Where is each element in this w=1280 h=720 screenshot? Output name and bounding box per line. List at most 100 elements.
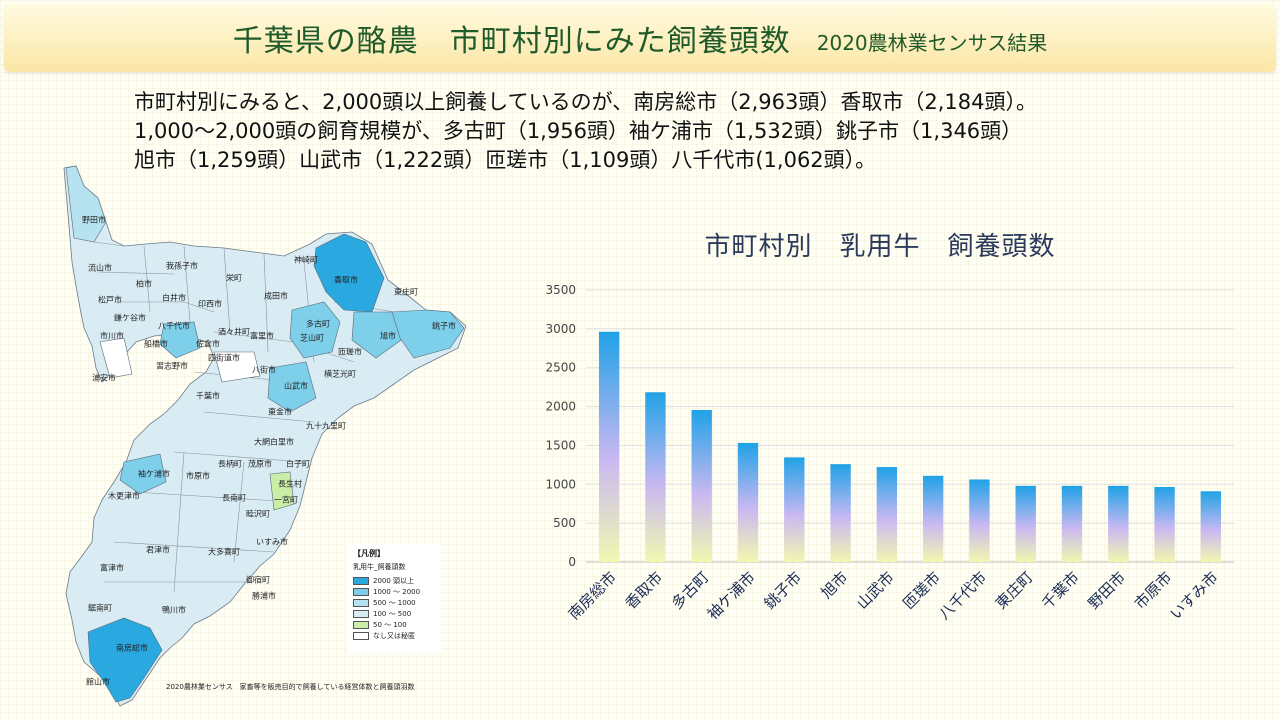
map-label: 市原市 xyxy=(186,471,210,481)
map-source: 2020農林業センサス 家畜等を販売目的で飼養している経営体数と飼養頭羽数 xyxy=(166,683,415,691)
legend-item: 1000 ～ 2000 xyxy=(353,586,435,597)
map-label: 習志野市 xyxy=(156,361,188,371)
map-label: 九十九里町 xyxy=(306,421,346,431)
map-label: 南房総市 xyxy=(116,643,148,653)
legend-item: 2000 頭以上 xyxy=(353,575,435,586)
map-label: 東庄町 xyxy=(394,287,418,297)
x-tick-label: 八千代市 xyxy=(935,568,990,623)
map-label: 長南町 xyxy=(222,493,246,503)
map-label: 我孫子市 xyxy=(166,261,198,271)
map-label: 酒々井町 xyxy=(218,327,250,337)
y-tick-label: 2000 xyxy=(545,400,576,414)
map-label: 八千代市 xyxy=(158,321,190,331)
title-bar: 千葉県の酪農 市町村別にみた飼養頭数 2020農林業センサス結果 xyxy=(4,4,1276,72)
map-label: 大多喜町 xyxy=(208,547,240,557)
y-tick-label: 2500 xyxy=(545,361,576,375)
map-label: 富里市 xyxy=(250,331,274,341)
bar xyxy=(1061,485,1083,562)
x-tick-label: 銚子市 xyxy=(761,568,806,613)
map-label: 長柄町 xyxy=(218,459,242,469)
x-tick-label: 千葉市 xyxy=(1038,568,1083,613)
legend-label: なし又は秘匿 xyxy=(373,631,415,640)
summary-line: 1,000～2,000頭の飼育規模が、多古町（1,956頭）袖ケ浦市（1,532… xyxy=(134,119,1023,143)
map-label: 館山市 xyxy=(86,677,110,687)
x-tick-label: 山武市 xyxy=(853,568,898,613)
x-tick-label: 東庄町 xyxy=(992,568,1037,613)
map-label: 四街道市 xyxy=(208,353,240,363)
x-tick-label: 南房総市 xyxy=(565,568,620,623)
bar xyxy=(922,475,944,562)
map-label: 大網白里市 xyxy=(254,437,294,447)
legend-item: 100 ～ 500 xyxy=(353,608,435,619)
map-label: 白子町 xyxy=(286,459,310,469)
map-label: 横芝光町 xyxy=(324,369,356,379)
page-subtitle: 2020農林業センサス結果 xyxy=(816,30,1048,55)
legend-item: 500 ～ 1000 xyxy=(353,597,435,608)
map-label: 匝瑳市 xyxy=(338,347,362,357)
map-label: 東金市 xyxy=(268,407,292,417)
map-label: 勝浦市 xyxy=(252,591,276,601)
map-label: 多古町 xyxy=(306,319,330,329)
bar-chart: 0 500 1000 1500 2000 2500 3000 3500 南房総市 香取市 多古町袖ケ… xyxy=(545,283,1234,623)
map-label: 神崎町 xyxy=(294,255,318,265)
map-label: 市川市 xyxy=(100,331,124,341)
map-shape xyxy=(63,165,467,707)
bar xyxy=(1200,491,1222,562)
map-label: 佐倉市 xyxy=(196,339,220,349)
page-title: 千葉県の酪農 市町村別にみた飼養頭数 xyxy=(232,24,791,59)
map-label: 松戸市 xyxy=(98,295,122,305)
map-label: 君津市 xyxy=(146,545,170,555)
map-label: 銚子市 xyxy=(432,321,456,331)
legend-label: 50 ～ 100 xyxy=(373,620,407,629)
bar xyxy=(969,479,990,562)
minamiboso-region xyxy=(87,617,163,703)
bar xyxy=(876,467,898,562)
map-label: いすみ市 xyxy=(256,537,288,547)
map-label: 浦安市 xyxy=(92,373,116,383)
map-label: 柏市 xyxy=(136,279,152,289)
x-tick-label: 野田市 xyxy=(1085,568,1130,613)
legend-item: なし又は秘匿 xyxy=(353,630,435,641)
map-label: 袖ケ浦市 xyxy=(138,469,170,479)
legend-swatch xyxy=(353,631,369,640)
map-label: 茂原市 xyxy=(248,459,272,469)
legend-swatch xyxy=(353,620,369,629)
legend-item: 50 ～ 100 xyxy=(353,619,435,630)
map-label: 成田市 xyxy=(264,291,288,301)
map-label: 鴨川市 xyxy=(162,605,186,615)
y-tick-label: 0 xyxy=(568,555,576,569)
y-tick-label: 500 xyxy=(553,516,576,530)
map-label: 鎌ケ谷市 xyxy=(114,313,146,323)
legend-swatch xyxy=(353,576,369,585)
map-label: 一宮町 xyxy=(274,495,298,505)
x-tick-label: 袖ケ浦市 xyxy=(704,568,759,623)
summary-text: 市町村別にみると、2,000頭以上飼養しているのが、南房総市（2,963頭）香取… xyxy=(134,88,1254,175)
chart-title: 市町村別 乳用牛 飼養頭数 xyxy=(704,232,1056,262)
legend-swatch xyxy=(353,609,369,618)
map-label: 船橋市 xyxy=(144,339,168,349)
summary-line: 旭市（1,259頭）山武市（1,222頭）匝瑳市（1,109頭）八千代市(1,0… xyxy=(134,148,877,172)
map-label: 鋸南町 xyxy=(88,603,112,613)
bar xyxy=(645,392,666,562)
bar xyxy=(598,331,620,562)
bar xyxy=(737,442,759,562)
legend-label: 1000 ～ 2000 xyxy=(373,587,421,596)
x-tick-label: いすみ市 xyxy=(1167,568,1222,623)
x-tick-label: 市原市 xyxy=(1131,568,1176,613)
legend-subtitle: 乳用牛_飼養頭数 xyxy=(353,563,406,571)
bar xyxy=(830,464,851,562)
bar xyxy=(784,457,805,562)
y-tick-label: 3000 xyxy=(545,322,576,336)
summary-line: 市町村別にみると、2,000頭以上飼養しているのが、南房総市（2,963頭）香取… xyxy=(134,90,1037,114)
y-tick-label: 1000 xyxy=(545,477,576,491)
bar xyxy=(1154,487,1175,562)
bar xyxy=(691,409,712,562)
legend-title: 【凡例】 xyxy=(353,549,385,558)
map-label: 芝山町 xyxy=(300,333,324,343)
legend-label: 2000 頭以上 xyxy=(373,576,415,585)
legend-swatch xyxy=(353,587,369,596)
map-label: 木更津市 xyxy=(108,491,140,501)
map-label: 旭市 xyxy=(380,331,396,341)
bar xyxy=(1015,485,1036,562)
legend-swatch xyxy=(353,598,369,607)
